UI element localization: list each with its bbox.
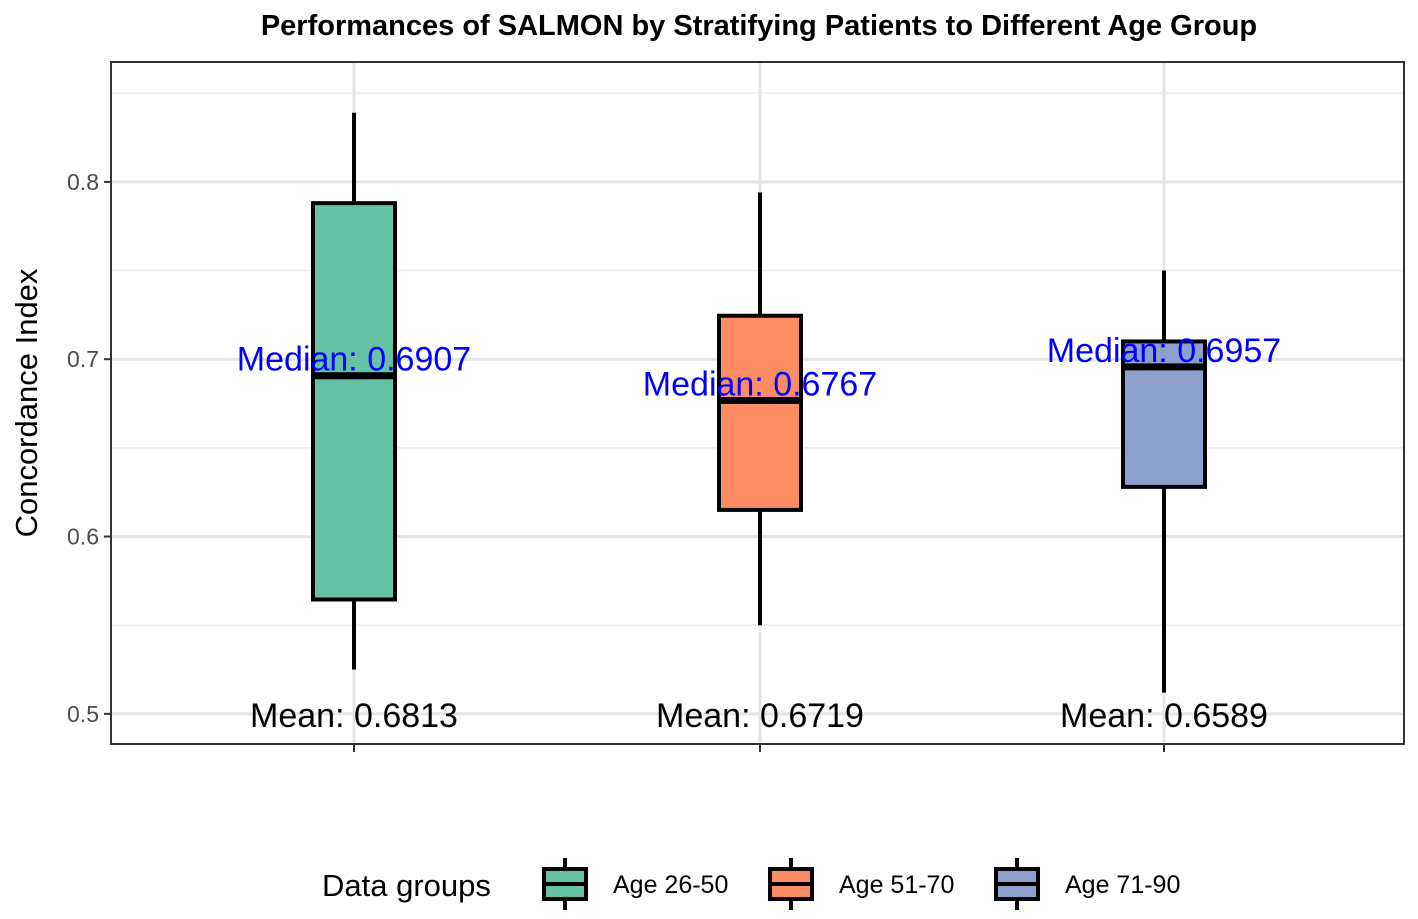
legend-label: Age 51-70 [839,871,954,899]
legend-title: Data groups [322,868,491,903]
y-axis: 0.5 0.6 0.7 0.8 [67,169,111,727]
y-axis-label: Concordance Index [9,268,44,537]
box-age-26-50: Median: 0.6907 Mean: 0.6813 [237,112,471,735]
y-tick-label: 0.8 [67,169,99,195]
y-tick-label: 0.7 [67,346,99,372]
legend-item: Age 26-50 [542,858,728,910]
iqr-box [311,201,397,602]
median-label: Median: 0.6907 [237,341,471,379]
box-age-51-70: Median: 0.6767 Mean: 0.6719 [643,192,877,735]
median-label: Median: 0.6767 [643,366,877,404]
legend-label: Age 26-50 [613,871,728,899]
iqr-box [717,313,803,512]
legend: Data groups Age 26-50 Age 51-70 Age 71-90 [322,858,1180,910]
legend-label: Age 71-90 [1065,871,1180,899]
x-axis [353,744,1165,752]
y-tick-label: 0.5 [67,701,99,727]
box-age-71-90: Median: 0.6957 Mean: 0.6589 [1047,270,1281,735]
mean-label: Mean: 0.6589 [1060,697,1268,735]
chart-title: Performances of SALMON by Stratifying Pa… [261,10,1257,42]
boxes: Median: 0.6907 Mean: 0.6813 Median: 0.6767… [237,112,1281,735]
y-tick-label: 0.6 [67,524,99,550]
median-label: Median: 0.6957 [1047,332,1281,370]
legend-item: Age 51-70 [768,858,954,910]
legend-item: Age 71-90 [994,858,1180,910]
plot-panel-border [110,61,1405,745]
mean-label: Mean: 0.6719 [656,697,864,735]
mean-label: Mean: 0.6813 [250,697,458,735]
